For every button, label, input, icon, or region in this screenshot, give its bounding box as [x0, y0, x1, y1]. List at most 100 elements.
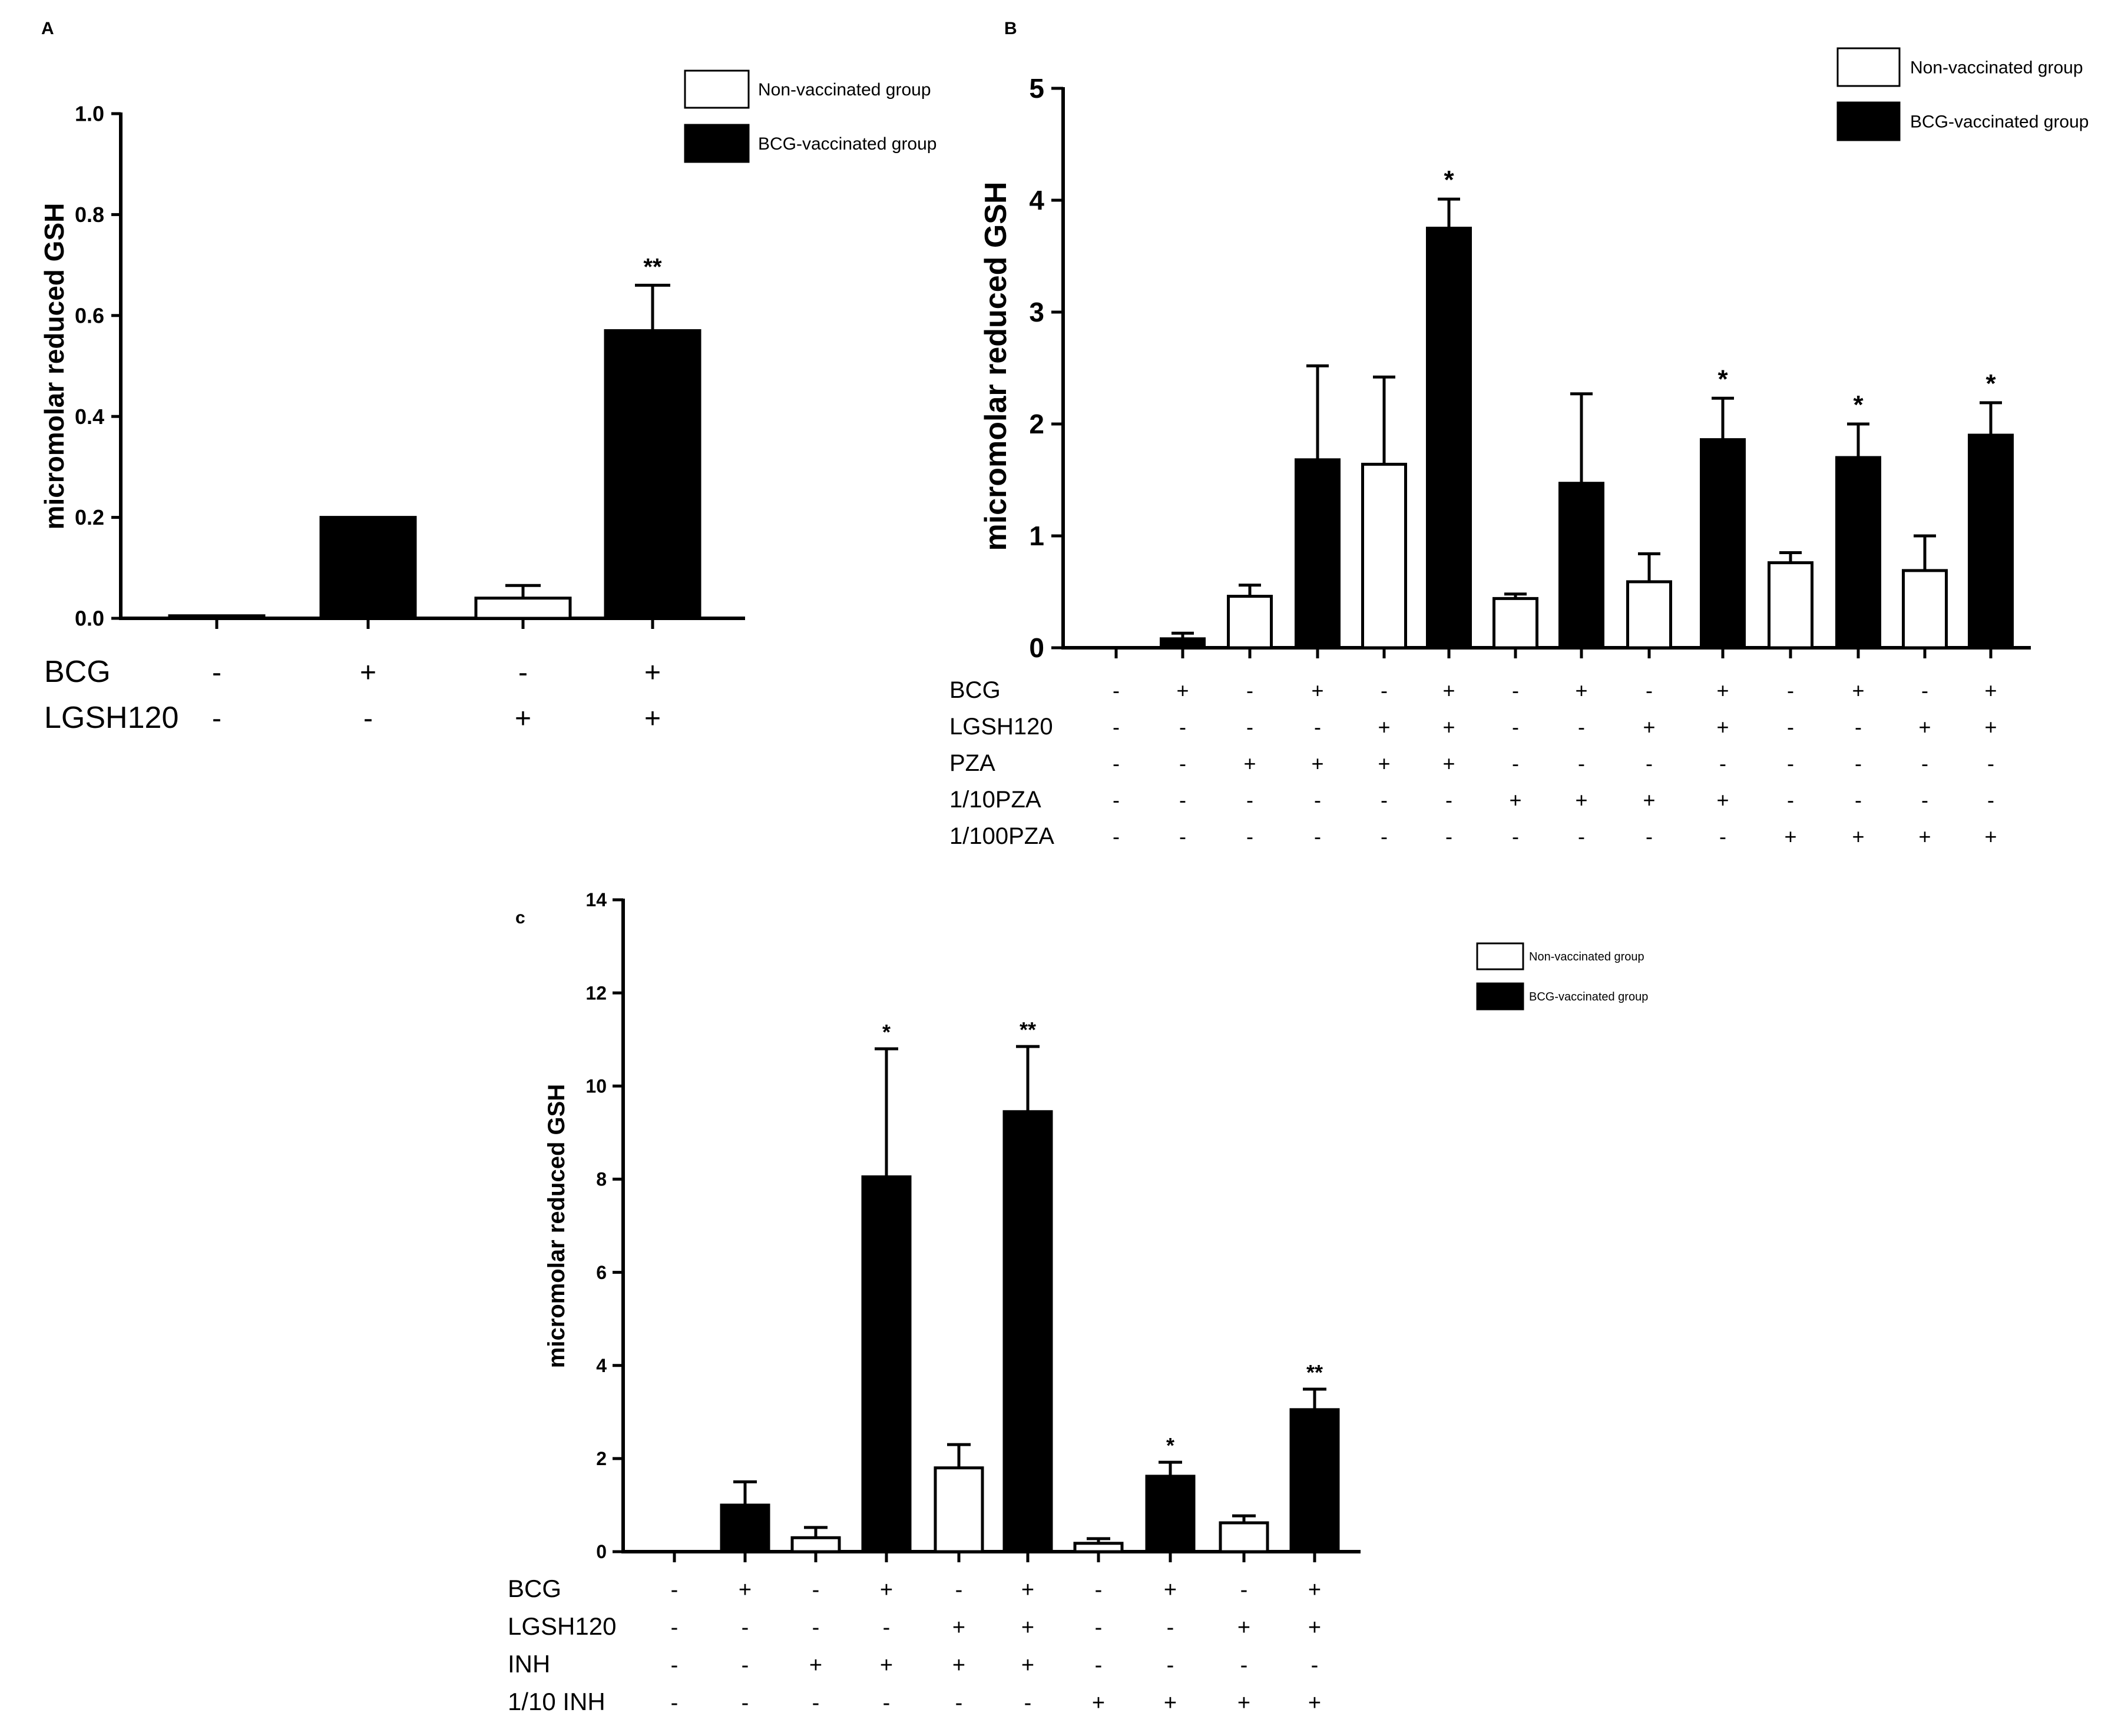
- condition-sign: +: [1308, 1615, 1321, 1640]
- condition-sign: +: [1442, 751, 1455, 776]
- condition-sign: -: [1113, 788, 1120, 812]
- significance-marker: *: [1717, 365, 1728, 393]
- bar-bcg-vaccinated: [319, 516, 417, 620]
- condition-sign: -: [1787, 715, 1794, 739]
- condition-sign: -: [1024, 1691, 1032, 1715]
- condition-sign: -: [1787, 678, 1794, 703]
- legend-label: Non-vaccinated group: [758, 80, 931, 100]
- condition-sign: -: [1240, 1578, 1248, 1602]
- condition-sign: +: [809, 1653, 822, 1678]
- condition-sign: -: [1240, 1653, 1248, 1678]
- legend-label: BCG-vaccinated group: [1910, 112, 2089, 132]
- bar-bcg-vaccinated: [861, 1175, 912, 1553]
- condition-sign: -: [1578, 751, 1585, 776]
- condition-sign: -: [1095, 1653, 1103, 1678]
- condition-sign: -: [1179, 788, 1186, 812]
- condition-sign: -: [1445, 824, 1452, 849]
- bar-bcg-vaccinated: [1295, 458, 1341, 650]
- condition-sign: +: [1311, 678, 1323, 703]
- bar-bcg-vaccinated: [1002, 1110, 1053, 1553]
- condition-sign: +: [1716, 788, 1729, 812]
- condition-sign: +: [952, 1615, 965, 1640]
- condition-sign: +: [1918, 715, 1931, 739]
- condition-row-label: INH: [508, 1650, 550, 1678]
- condition-sign: -: [1646, 678, 1653, 703]
- condition-sign: +: [1308, 1578, 1321, 1602]
- y-tick-label: 2: [1029, 409, 1044, 439]
- condition-sign: -: [1787, 751, 1794, 776]
- condition-sign: -: [671, 1653, 679, 1678]
- condition-sign: -: [1445, 788, 1452, 812]
- y-tick-label: 12: [585, 982, 607, 1003]
- bar-bcg-vaccinated: [1968, 433, 2014, 650]
- bar-non-vaccinated: [790, 1536, 841, 1553]
- bar-bcg-vaccinated: [1160, 637, 1206, 650]
- condition-row-label: LGSH120: [44, 701, 178, 735]
- condition-sign: +: [515, 703, 531, 734]
- condition-sign: -: [1095, 1615, 1103, 1640]
- condition-sign: -: [812, 1578, 820, 1602]
- condition-sign: -: [1314, 715, 1321, 739]
- condition-sign: -: [1855, 715, 1862, 739]
- condition-sign: +: [1852, 824, 1864, 849]
- y-tick-label: 1.0: [75, 102, 104, 126]
- condition-sign: -: [212, 703, 221, 734]
- condition-sign: -: [1095, 1578, 1103, 1602]
- condition-sign: -: [1787, 788, 1794, 812]
- y-tick-label: 4: [1029, 185, 1044, 216]
- condition-sign: +: [1509, 788, 1521, 812]
- y-tick-label: 0.2: [75, 505, 104, 529]
- condition-sign: +: [1311, 751, 1323, 776]
- bar-non-vaccinated: [1219, 1521, 1269, 1553]
- bar-bcg-vaccinated: [1558, 482, 1604, 650]
- condition-sign: -: [1921, 751, 1928, 776]
- condition-sign: -: [1855, 788, 1862, 812]
- condition-sign: -: [1246, 824, 1253, 849]
- y-tick-label: 0.6: [75, 303, 104, 327]
- condition-sign: -: [671, 1578, 679, 1602]
- condition-sign: -: [742, 1691, 749, 1715]
- condition-row-label: LGSH120: [949, 714, 1053, 740]
- condition-sign: +: [1442, 678, 1455, 703]
- legend-swatch-bcg-vaccinated: [1476, 982, 1524, 1011]
- y-tick-label: 0.4: [75, 405, 104, 429]
- condition-row-label: PZA: [949, 750, 995, 776]
- condition-sign: -: [212, 657, 221, 688]
- condition-sign: -: [1167, 1615, 1174, 1640]
- condition-sign: +: [1237, 1691, 1250, 1715]
- condition-sign: +: [1164, 1578, 1177, 1602]
- condition-sign: -: [1246, 715, 1253, 739]
- significance-marker: **: [1306, 1360, 1323, 1384]
- y-tick-label: 5: [1029, 73, 1044, 104]
- condition-row-label: LGSH120: [508, 1612, 616, 1640]
- condition-row-label: BCG: [949, 677, 1001, 703]
- condition-sign: -: [1719, 824, 1726, 849]
- condition-row-label: 1/100PZA: [949, 823, 1054, 849]
- condition-sign: +: [1243, 751, 1256, 776]
- significance-marker: **: [643, 254, 662, 280]
- condition-sign: +: [1237, 1615, 1250, 1640]
- legend-label: BCG-vaccinated group: [758, 134, 937, 154]
- condition-sign: -: [1855, 751, 1862, 776]
- condition-sign: -: [742, 1653, 749, 1678]
- condition-sign: -: [1512, 824, 1519, 849]
- condition-sign: +: [1575, 788, 1587, 812]
- condition-row-label: BCG: [508, 1575, 561, 1602]
- y-axis-label: micromolar reduced GSH: [544, 1084, 570, 1368]
- y-tick-label: 0.8: [75, 203, 104, 227]
- legend-swatch-non-vaccinated: [684, 69, 750, 109]
- condition-sign: +: [644, 703, 661, 734]
- bar-bcg-vaccinated: [1289, 1408, 1340, 1553]
- condition-sign: -: [883, 1691, 891, 1715]
- condition-sign: -: [1314, 824, 1321, 849]
- condition-sign: +: [880, 1653, 893, 1678]
- condition-sign: -: [1987, 788, 1994, 812]
- condition-sign: +: [1984, 715, 1997, 739]
- panel-letter: A: [41, 19, 54, 38]
- condition-sign: +: [1716, 678, 1729, 703]
- condition-sign: +: [1852, 678, 1864, 703]
- condition-sign: -: [1921, 678, 1928, 703]
- legend-label: Non-vaccinated group: [1529, 950, 1644, 963]
